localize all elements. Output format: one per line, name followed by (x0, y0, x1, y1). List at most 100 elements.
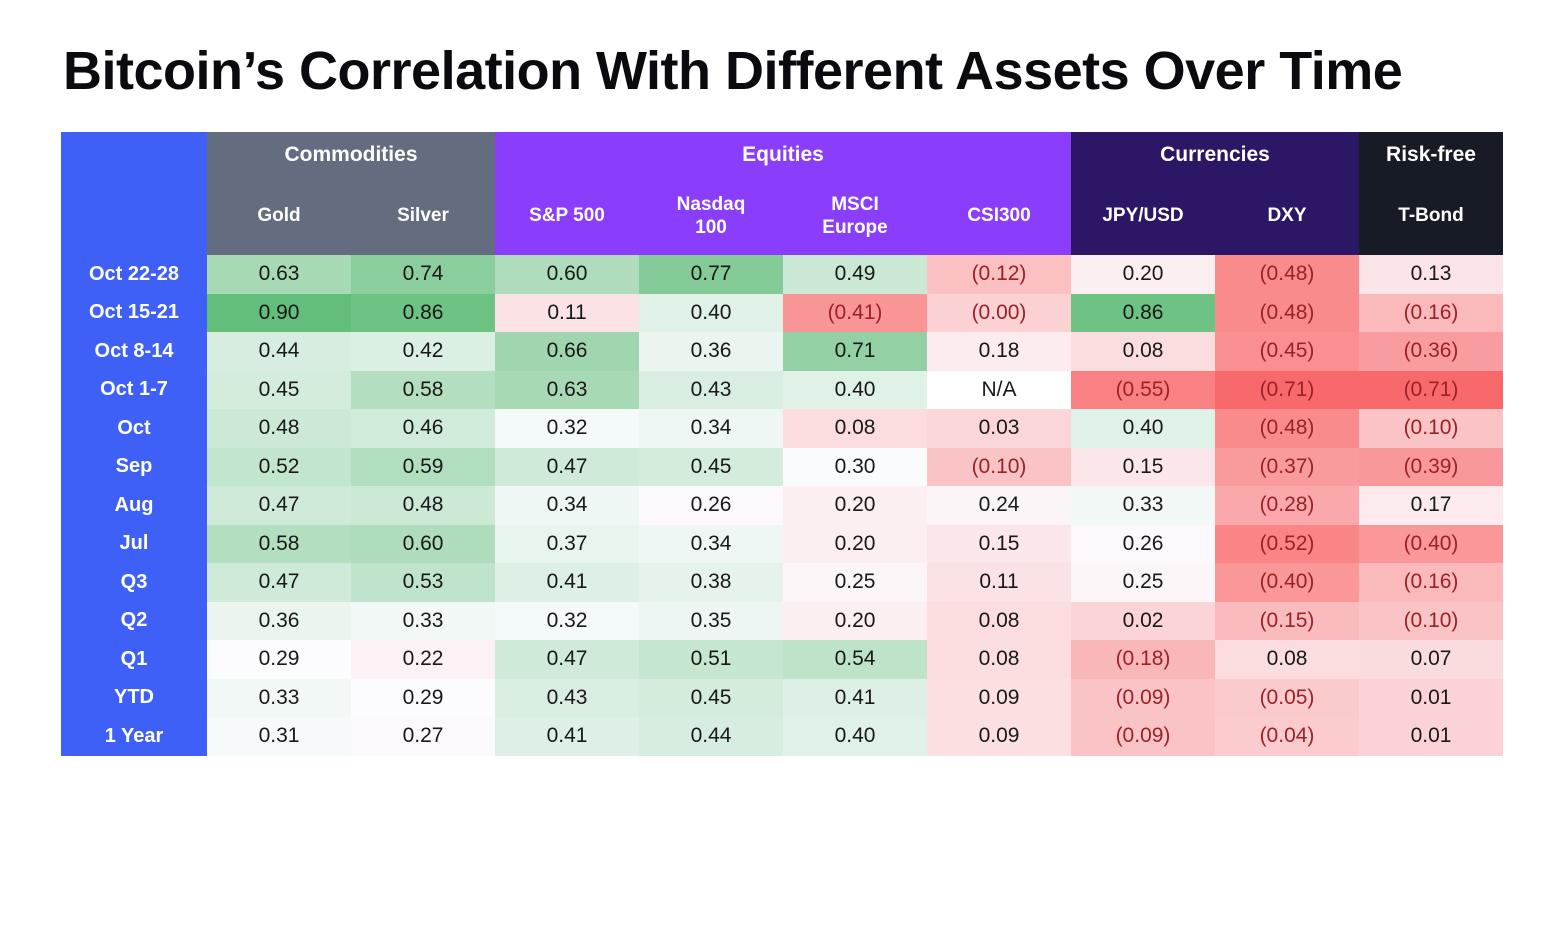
row-label: Sep (61, 447, 207, 487)
correlation-cell: (0.00) (927, 293, 1071, 333)
correlation-cell: (0.09) (1071, 717, 1215, 756)
correlation-cell: (0.48) (1215, 409, 1359, 448)
correlation-cell: 0.53 (351, 563, 495, 602)
correlation-cell: 0.40 (1071, 409, 1215, 448)
correlation-cell: (0.41) (783, 293, 927, 333)
column-header-nasdaq100: Nasdaq 100 (639, 178, 783, 256)
correlation-cell: 0.33 (351, 601, 495, 641)
correlation-cell: 0.47 (495, 447, 639, 487)
correlation-cell: 0.51 (639, 640, 783, 679)
correlation-cell: 0.11 (495, 293, 639, 333)
correlation-cell: 0.08 (927, 640, 1071, 679)
correlation-cell: 0.58 (351, 370, 495, 410)
correlation-cell: 0.58 (207, 524, 351, 564)
correlation-cell: 0.15 (1071, 447, 1215, 487)
correlation-cell: (0.55) (1071, 370, 1215, 410)
correlation-cell: 0.38 (639, 563, 783, 602)
correlation-cell: (0.16) (1359, 563, 1503, 602)
correlation-cell: 0.40 (783, 717, 927, 756)
row-label: Oct (61, 409, 207, 448)
correlation-cell: 0.36 (207, 601, 351, 641)
correlation-cell: 0.24 (927, 486, 1071, 525)
correlation-cell: 0.47 (207, 486, 351, 525)
correlation-cell: 0.66 (495, 332, 639, 371)
correlation-cell: 0.45 (207, 370, 351, 410)
correlation-cell: 0.22 (351, 640, 495, 679)
correlation-cell: 0.44 (639, 717, 783, 756)
correlation-cell: 0.27 (351, 717, 495, 756)
row-label: YTD (61, 678, 207, 718)
correlation-cell: 0.34 (495, 486, 639, 525)
correlation-cell: 0.08 (927, 601, 1071, 641)
row-label: Q3 (61, 563, 207, 602)
correlation-cell: 0.08 (1215, 640, 1359, 679)
correlation-cell: 0.20 (1071, 255, 1215, 294)
correlation-cell: 0.29 (207, 640, 351, 679)
correlation-cell: 0.25 (783, 563, 927, 602)
correlation-cell: 0.48 (351, 486, 495, 525)
correlation-cell: 0.11 (927, 563, 1071, 602)
correlation-cell: 0.41 (783, 678, 927, 718)
correlation-cell: (0.18) (1071, 640, 1215, 679)
row-label: Oct 8-14 (61, 332, 207, 371)
correlation-cell: 0.63 (207, 255, 351, 294)
correlation-cell: (0.16) (1359, 293, 1503, 333)
correlation-cell: 0.60 (495, 255, 639, 294)
correlation-cell: 0.47 (495, 640, 639, 679)
row-label: Aug (61, 486, 207, 525)
correlation-cell: 0.30 (783, 447, 927, 487)
correlation-cell: 0.34 (639, 524, 783, 564)
group-header-risk-free: Risk-free (1359, 132, 1503, 179)
correlation-cell: 0.36 (639, 332, 783, 371)
correlation-cell: 0.31 (207, 717, 351, 756)
correlation-cell: (0.37) (1215, 447, 1359, 487)
correlation-cell: (0.48) (1215, 255, 1359, 294)
row-label: Oct 22-28 (61, 255, 207, 294)
correlation-cell: 0.40 (783, 370, 927, 410)
correlation-cell: 0.41 (495, 563, 639, 602)
correlation-cell: 0.43 (639, 370, 783, 410)
corner-cell (61, 132, 207, 256)
correlation-cell: 0.54 (783, 640, 927, 679)
correlation-cell: 0.17 (1359, 486, 1503, 525)
column-header-tbond: T-Bond (1359, 178, 1503, 256)
correlation-cell: 0.01 (1359, 717, 1503, 756)
row-label: 1 Year (61, 717, 207, 756)
column-header-jpyusd: JPY/USD (1071, 178, 1215, 256)
correlation-cell: 0.71 (783, 332, 927, 371)
row-label: Oct 15-21 (61, 293, 207, 333)
group-header-equities: Equities (495, 132, 1071, 179)
correlation-cell: 0.45 (639, 447, 783, 487)
correlation-cell: 0.33 (207, 678, 351, 718)
correlation-cell: (0.40) (1215, 563, 1359, 602)
correlation-cell: (0.71) (1359, 370, 1503, 410)
correlation-cell: (0.28) (1215, 486, 1359, 525)
row-label: Q1 (61, 640, 207, 679)
correlation-cell: (0.12) (927, 255, 1071, 294)
correlation-cell: 0.59 (351, 447, 495, 487)
correlation-cell: 0.42 (351, 332, 495, 371)
correlation-cell: (0.45) (1215, 332, 1359, 371)
correlation-cell: 0.13 (1359, 255, 1503, 294)
correlation-cell: 0.08 (1071, 332, 1215, 371)
group-header-currencies: Currencies (1071, 132, 1359, 179)
row-label: Jul (61, 524, 207, 564)
correlation-cell: 0.47 (207, 563, 351, 602)
correlation-cell: 0.45 (639, 678, 783, 718)
correlation-cell: 0.20 (783, 601, 927, 641)
correlation-cell: 0.07 (1359, 640, 1503, 679)
column-header-msci-europe: MSCI Europe (783, 178, 927, 256)
correlation-heatmap-table: Commodities Equities Currencies Risk-fre… (61, 132, 1556, 756)
correlation-cell: 0.26 (639, 486, 783, 525)
column-header-dxy: DXY (1215, 178, 1359, 256)
row-label: Q2 (61, 601, 207, 641)
correlation-cell: 0.32 (495, 409, 639, 448)
correlation-cell: 0.44 (207, 332, 351, 371)
correlation-cell: 0.15 (927, 524, 1071, 564)
correlation-cell: 0.09 (927, 678, 1071, 718)
correlation-cell: 0.48 (207, 409, 351, 448)
correlation-cell: 0.29 (351, 678, 495, 718)
correlation-cell: (0.36) (1359, 332, 1503, 371)
correlation-cell: 0.34 (639, 409, 783, 448)
correlation-cell: (0.40) (1359, 524, 1503, 564)
